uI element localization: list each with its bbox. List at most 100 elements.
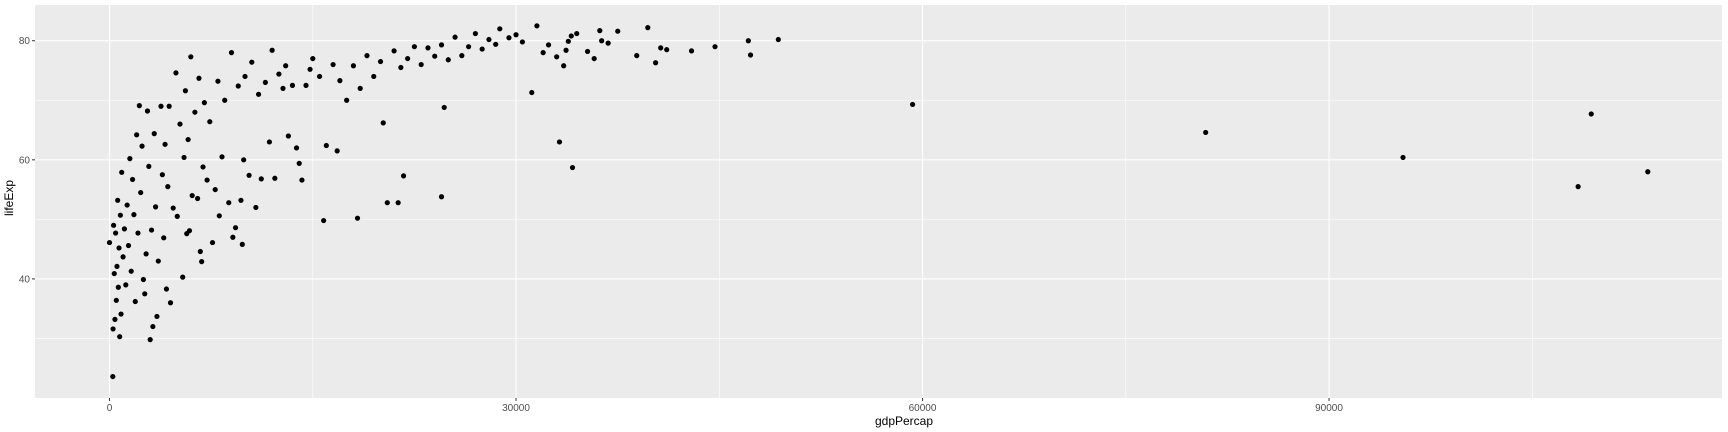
data-point bbox=[459, 53, 465, 59]
data-point bbox=[128, 268, 134, 274]
data-point bbox=[425, 45, 431, 51]
data-point bbox=[143, 251, 149, 257]
data-point bbox=[152, 204, 159, 210]
data-point bbox=[380, 120, 386, 126]
x-tick-label: 60000 bbox=[909, 403, 937, 414]
data-point bbox=[132, 298, 138, 305]
data-point bbox=[188, 54, 194, 60]
data-point bbox=[519, 39, 526, 45]
data-point bbox=[354, 215, 361, 221]
data-point bbox=[173, 70, 179, 76]
data-point bbox=[554, 54, 560, 60]
data-point bbox=[113, 297, 119, 303]
data-point bbox=[712, 44, 718, 50]
data-point bbox=[162, 141, 168, 147]
data-point bbox=[565, 38, 571, 44]
data-point bbox=[269, 47, 275, 53]
data-point bbox=[384, 200, 390, 206]
data-point bbox=[158, 103, 164, 109]
data-point bbox=[181, 154, 187, 161]
data-point bbox=[177, 121, 183, 127]
data-point bbox=[556, 139, 563, 145]
data-point bbox=[111, 270, 117, 277]
data-point bbox=[159, 172, 165, 178]
data-point bbox=[140, 276, 147, 283]
data-point bbox=[146, 163, 152, 169]
data-point bbox=[138, 189, 144, 196]
data-point bbox=[174, 213, 180, 219]
y-tick-label: 40 bbox=[19, 274, 31, 285]
data-point bbox=[276, 71, 282, 77]
data-point bbox=[113, 230, 119, 236]
data-point bbox=[147, 337, 153, 343]
data-point bbox=[337, 78, 343, 84]
data-point bbox=[241, 157, 247, 163]
data-point bbox=[321, 217, 327, 224]
data-point bbox=[222, 97, 228, 103]
data-point bbox=[634, 53, 640, 59]
data-point bbox=[605, 40, 611, 46]
data-point bbox=[144, 108, 151, 114]
data-point bbox=[350, 63, 357, 69]
x-axis-ticks: 0 30000 60000 90000 bbox=[107, 398, 1343, 414]
data-point bbox=[124, 202, 130, 208]
data-point bbox=[262, 79, 268, 86]
data-point bbox=[285, 133, 291, 139]
data-point bbox=[163, 286, 170, 292]
data-point bbox=[452, 34, 458, 40]
data-point bbox=[127, 156, 133, 162]
data-point bbox=[136, 103, 142, 109]
data-point bbox=[232, 225, 239, 231]
data-point bbox=[212, 186, 218, 193]
data-point bbox=[513, 32, 519, 38]
data-point bbox=[323, 142, 329, 149]
data-point bbox=[139, 143, 145, 149]
data-point bbox=[745, 38, 751, 44]
data-point bbox=[150, 323, 156, 330]
data-point bbox=[200, 164, 206, 170]
data-point bbox=[1575, 184, 1581, 190]
data-point bbox=[432, 53, 438, 59]
data-point bbox=[775, 36, 781, 43]
data-point bbox=[151, 131, 157, 137]
data-point bbox=[377, 58, 384, 65]
data-point bbox=[165, 184, 171, 190]
data-point bbox=[658, 45, 664, 51]
data-point bbox=[307, 66, 313, 72]
data-point bbox=[255, 91, 262, 97]
data-point bbox=[207, 119, 213, 125]
data-point bbox=[479, 46, 485, 52]
y-axis-ticks: 40 60 80 bbox=[19, 36, 35, 285]
data-point bbox=[238, 197, 244, 203]
data-point bbox=[1400, 154, 1406, 161]
data-point bbox=[445, 57, 451, 63]
data-point bbox=[597, 28, 603, 34]
y-tick-label: 60 bbox=[19, 155, 31, 166]
data-point bbox=[258, 176, 264, 182]
data-point bbox=[909, 101, 916, 108]
data-point bbox=[529, 89, 535, 96]
data-point bbox=[197, 248, 203, 255]
data-point bbox=[438, 42, 445, 48]
y-tick-label: 80 bbox=[19, 36, 31, 47]
x-tick-label: 0 bbox=[107, 403, 113, 414]
data-point bbox=[568, 33, 574, 39]
data-point bbox=[400, 173, 407, 179]
data-point bbox=[272, 175, 278, 181]
data-point bbox=[125, 242, 132, 249]
data-point bbox=[289, 82, 296, 88]
data-point bbox=[121, 226, 128, 232]
data-point bbox=[688, 48, 695, 54]
data-point bbox=[296, 160, 302, 166]
data-point bbox=[584, 48, 591, 55]
data-point bbox=[357, 85, 363, 91]
plot-panel bbox=[35, 5, 1722, 398]
data-point bbox=[747, 52, 754, 58]
data-point bbox=[249, 59, 255, 65]
data-point bbox=[115, 197, 121, 203]
data-point bbox=[209, 239, 216, 246]
data-point bbox=[189, 192, 195, 199]
data-point bbox=[196, 75, 202, 81]
data-point bbox=[1645, 169, 1651, 175]
